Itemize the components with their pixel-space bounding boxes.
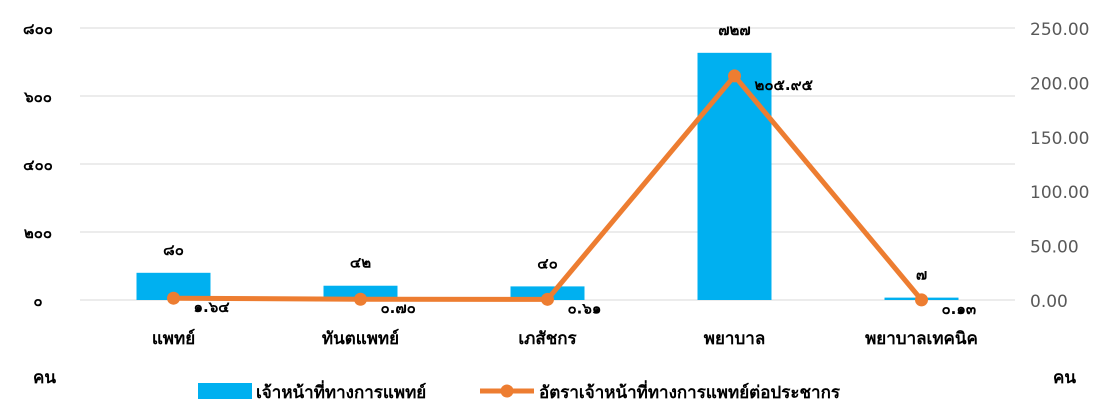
bar-data-label: ๘๐ — [163, 241, 184, 259]
y-left-unit-label: คน — [33, 368, 56, 388]
x-category-label: พยาบาลเทคนิค — [865, 329, 978, 349]
legend-line-marker — [500, 384, 514, 398]
line-data-label: ๐.๖๑ — [568, 299, 602, 317]
y-left-tick-label: ๒๐๐ — [24, 224, 52, 242]
bar — [697, 52, 772, 300]
bar-data-label: ๗ — [916, 266, 927, 284]
y-left-tick-label: ๔๐๐ — [23, 156, 53, 174]
bar-data-label: ๔๐ — [537, 254, 558, 272]
legend-bar-swatch — [198, 383, 252, 399]
x-category-label: เภสัชกร — [518, 329, 577, 349]
y-left-tick-label: ๘๐๐ — [23, 20, 53, 38]
line-data-label: ๐.๑๓ — [942, 300, 977, 318]
y-right-tick-label: 0.00 — [1030, 292, 1068, 312]
bar-data-label: ๗๒๗ — [718, 21, 750, 39]
line-point — [541, 292, 554, 306]
legend-line-label: อัตราเจ้าหน้าที่ทางการแพทย์ต่อประชากร — [539, 380, 841, 403]
line-data-label: ๐.๗๐ — [381, 299, 416, 317]
y-right-tick-label: 100.00 — [1030, 183, 1089, 203]
y-left-tick-label: ๐ — [33, 292, 42, 310]
x-category-label: แพทย์ — [152, 328, 195, 349]
line-point — [167, 291, 180, 305]
x-category-label: ทันตแพทย์ — [322, 328, 399, 349]
x-category-label: พยาบาล — [704, 329, 765, 349]
y-right-tick-label: 250.00 — [1030, 20, 1089, 40]
line-data-label: ๒๐๕.๙๕ — [755, 76, 814, 94]
line-data-label: ๑.๖๔ — [194, 298, 231, 316]
line-point — [354, 292, 367, 306]
bar-data-label: ๔๒ — [350, 254, 371, 272]
line-point — [915, 293, 928, 307]
y-right-tick-label: 150.00 — [1030, 129, 1089, 149]
line-point — [728, 69, 741, 83]
y-left-tick-label: ๖๐๐ — [23, 88, 52, 106]
y-right-tick-label: 50.00 — [1030, 238, 1079, 258]
y-right-tick-label: 200.00 — [1030, 74, 1089, 94]
legend-bar-label: เจ้าหน้าที่ทางการแพทย์ — [256, 380, 426, 403]
y-right-unit-label: คน — [1053, 368, 1076, 388]
